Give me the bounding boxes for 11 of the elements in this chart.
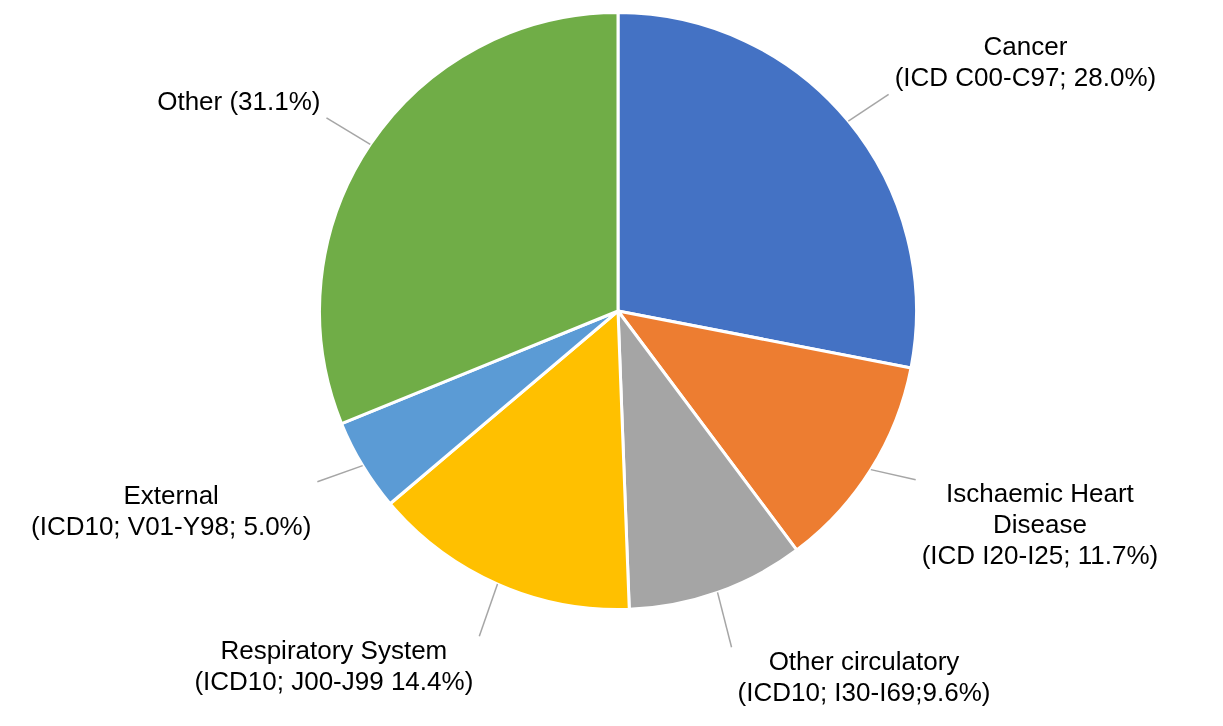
data-label: (ICD10; J00-J99 14.4%)	[194, 666, 474, 697]
data-label: (ICD I20-I25; 11.7%)	[921, 540, 1159, 571]
slice-label: External	[123, 480, 219, 511]
data-label: (ICD10; I30-I69;9.6%)	[737, 676, 991, 707]
slice-label: Other circulatory	[768, 645, 960, 676]
slice-label: Respiratory System	[220, 635, 448, 666]
slice-label: Ischaemic Heart Disease	[946, 478, 1135, 540]
slice-label: Other (31.1%)	[157, 85, 321, 116]
data-label: (ICD10; V01-Y98; 5.0%)	[31, 511, 312, 542]
data-label: (ICD C00-C97; 28.0%)	[894, 61, 1157, 92]
slice-label: Cancer	[983, 30, 1068, 61]
